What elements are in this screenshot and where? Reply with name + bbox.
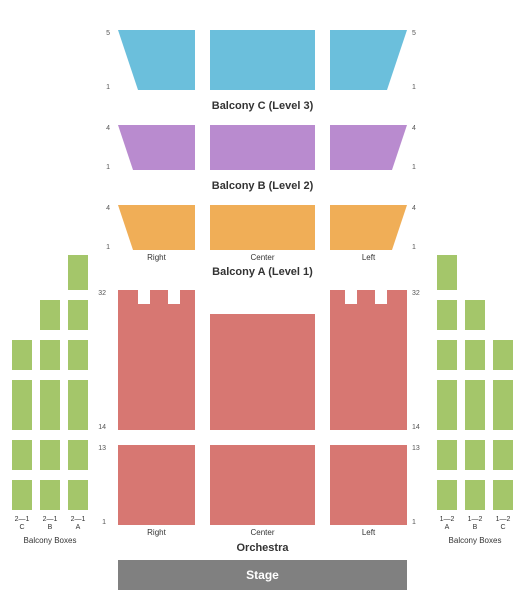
balcony-boxes-label-right: Balcony Boxes [431, 536, 519, 545]
balcony-a-section [330, 205, 407, 250]
balcony-box [40, 440, 60, 470]
balcony-box [12, 340, 32, 370]
orchestra-section [330, 445, 407, 525]
balcony-box [465, 480, 485, 510]
balcony-a-section [118, 205, 195, 250]
balcony-c-section [330, 30, 407, 90]
orchestra-section [210, 445, 315, 525]
orchestra-label: Orchestra [118, 542, 407, 554]
balcony-box [437, 440, 457, 470]
balcony-a-section [210, 205, 315, 250]
balcony-box [465, 300, 485, 330]
balcony-box [465, 380, 485, 430]
balcony-box [68, 255, 88, 290]
balcony-box [40, 300, 60, 330]
balcony-box [68, 480, 88, 510]
balcony-box [437, 255, 457, 290]
balcony-box [68, 300, 88, 330]
balcony-box [493, 380, 513, 430]
balcony-box [40, 380, 60, 430]
balcony-c-label: Balcony C (Level 3) [118, 100, 407, 112]
balcony-box [437, 300, 457, 330]
balcony-boxes-label-left: Balcony Boxes [6, 536, 94, 545]
orchestra-section [118, 290, 195, 430]
stage: Stage [118, 560, 407, 590]
balcony-box [12, 440, 32, 470]
balcony-box [437, 340, 457, 370]
balcony-box [437, 480, 457, 510]
seating-chart: 5151Balcony C (Level 3)4141Balcony B (Le… [0, 0, 525, 600]
orchestra-section [118, 445, 195, 525]
balcony-box [68, 380, 88, 430]
balcony-a-label: Balcony A (Level 1) [118, 266, 407, 278]
balcony-box [493, 340, 513, 370]
balcony-c-section [118, 30, 195, 90]
balcony-b-section [118, 125, 195, 170]
balcony-b-label: Balcony B (Level 2) [118, 180, 407, 192]
balcony-box [465, 340, 485, 370]
balcony-box [465, 440, 485, 470]
balcony-box [437, 380, 457, 430]
balcony-box [68, 440, 88, 470]
balcony-box [68, 340, 88, 370]
balcony-c-section [210, 30, 315, 90]
balcony-box [40, 480, 60, 510]
balcony-box [493, 440, 513, 470]
balcony-b-section [210, 125, 315, 170]
balcony-box [12, 380, 32, 430]
balcony-box [40, 340, 60, 370]
balcony-box [493, 480, 513, 510]
balcony-b-section [330, 125, 407, 170]
orchestra-section [330, 290, 407, 430]
balcony-box [12, 480, 32, 510]
